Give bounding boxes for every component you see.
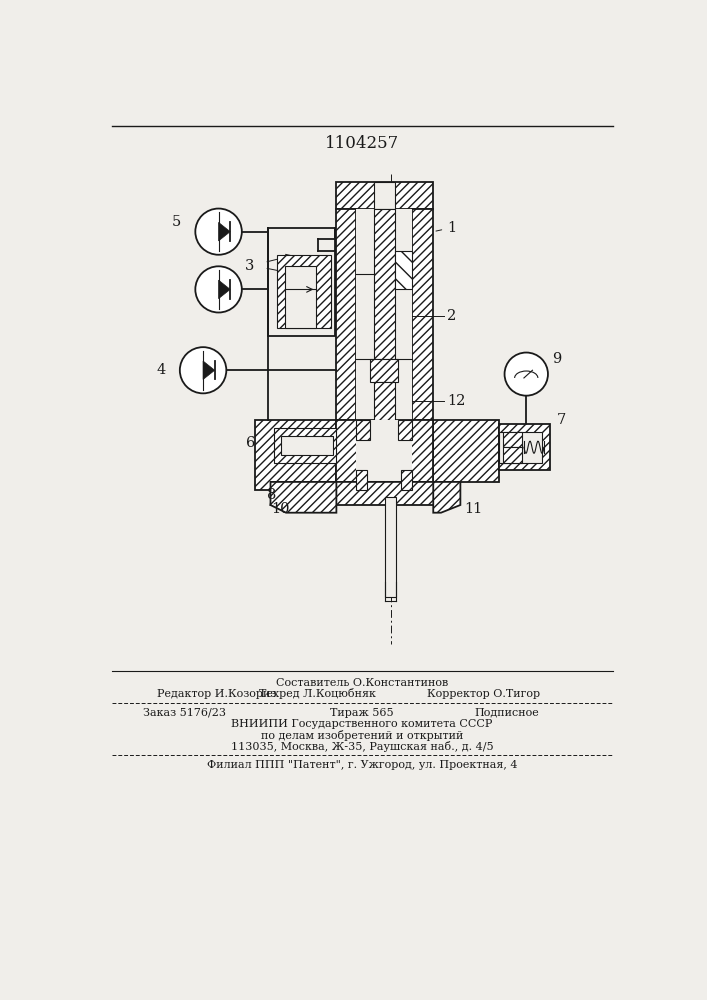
Text: 1104257: 1104257 — [325, 135, 399, 152]
Bar — [285, 266, 316, 328]
Text: 10: 10 — [271, 502, 290, 516]
Polygon shape — [337, 182, 433, 209]
Bar — [356, 420, 412, 490]
Text: 9: 9 — [552, 352, 561, 366]
Text: Тираж 565: Тираж 565 — [330, 708, 394, 718]
Polygon shape — [373, 209, 395, 359]
Polygon shape — [277, 255, 331, 328]
Text: Корректор О.Тигор: Корректор О.Тигор — [427, 689, 540, 699]
Text: 6: 6 — [245, 436, 255, 450]
Polygon shape — [373, 382, 395, 420]
Bar — [268, 228, 335, 336]
Text: 2: 2 — [448, 309, 457, 323]
Polygon shape — [503, 432, 522, 447]
Polygon shape — [412, 209, 433, 420]
Bar — [356, 209, 373, 420]
Circle shape — [195, 209, 242, 255]
Text: ВНИИПИ Государственного комитета СССР: ВНИИПИ Государственного комитета СССР — [231, 719, 493, 729]
Polygon shape — [356, 470, 368, 490]
Bar — [385, 497, 396, 597]
Text: 4: 4 — [157, 363, 166, 377]
Text: 11: 11 — [464, 502, 482, 516]
Polygon shape — [337, 420, 433, 490]
Polygon shape — [383, 490, 398, 497]
Text: Подписное: Подписное — [474, 708, 539, 718]
Circle shape — [195, 266, 242, 312]
Polygon shape — [271, 482, 457, 505]
Text: Филиал ППП "Патент", г. Ужгород, ул. Проектная, 4: Филиал ППП "Патент", г. Ужгород, ул. Про… — [206, 760, 518, 770]
Bar — [395, 209, 412, 420]
Polygon shape — [370, 359, 397, 382]
Text: Составитель О.Константинов: Составитель О.Константинов — [276, 678, 448, 688]
Polygon shape — [274, 428, 337, 463]
Bar — [281, 436, 332, 455]
Polygon shape — [433, 420, 499, 482]
Text: 12: 12 — [448, 394, 466, 408]
Text: 7: 7 — [557, 413, 566, 427]
Polygon shape — [499, 424, 549, 470]
Polygon shape — [356, 420, 370, 440]
Text: Техред Л.Коцюбняк: Техред Л.Коцюбняк — [259, 688, 375, 699]
Text: 1: 1 — [436, 221, 456, 235]
Polygon shape — [255, 420, 337, 490]
Text: 8: 8 — [267, 488, 276, 502]
Text: Редактор И.Козориз: Редактор И.Козориз — [156, 689, 276, 699]
Text: 5: 5 — [172, 215, 182, 229]
Bar — [499, 432, 542, 463]
Polygon shape — [433, 482, 460, 513]
Polygon shape — [398, 420, 412, 440]
Text: Заказ 5176/23: Заказ 5176/23 — [143, 708, 226, 718]
Polygon shape — [395, 251, 412, 289]
Polygon shape — [218, 222, 230, 241]
Polygon shape — [218, 280, 230, 299]
Text: 3: 3 — [245, 259, 255, 273]
Polygon shape — [203, 361, 215, 379]
Polygon shape — [337, 209, 356, 420]
Circle shape — [505, 353, 548, 396]
Bar — [373, 182, 395, 209]
Text: 113035, Москва, Ж-35, Раушская наб., д. 4/5: 113035, Москва, Ж-35, Раушская наб., д. … — [230, 741, 493, 752]
Circle shape — [180, 347, 226, 393]
Text: по делам изобретений и открытий: по делам изобретений и открытий — [261, 730, 463, 741]
Polygon shape — [271, 482, 337, 513]
Polygon shape — [401, 470, 412, 490]
Polygon shape — [503, 447, 522, 463]
